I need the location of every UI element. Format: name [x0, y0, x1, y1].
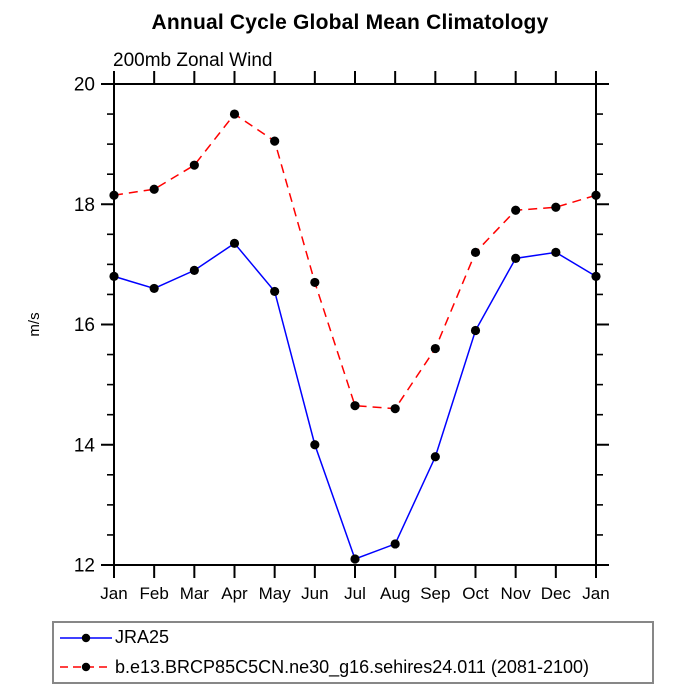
y-tick-label: 18 [74, 195, 95, 216]
data-point-marker [430, 452, 440, 462]
data-point-marker [470, 325, 481, 336]
data-point-marker [390, 539, 400, 549]
x-tick-label: Jul [344, 584, 366, 603]
data-point-marker [390, 404, 400, 414]
data-point-marker [149, 184, 159, 194]
legend-label-jra25: JRA25 [115, 627, 170, 648]
y-tick-label: 14 [74, 435, 96, 456]
data-point-marker [470, 247, 481, 257]
x-tick-label: Jan [582, 584, 609, 603]
x-tick-label: Aug [380, 584, 410, 603]
x-tick-label: Nov [501, 584, 532, 603]
x-tick-label: Dec [541, 584, 572, 603]
x-tick-label: Mar [180, 584, 210, 603]
x-tick-label: Feb [140, 584, 169, 603]
plot-area: Jan Feb Mar Apr May Jun Jul Aug Sep Oct Nov Dec Jan 1… [26, 71, 610, 603]
legend-line-sample-solid [60, 633, 112, 642]
legend-label-model: b.e13.BRCP85C5CN.ne30_g16.sehires24.011 … [115, 656, 589, 677]
y-tick-label: 16 [74, 315, 95, 336]
y-tick-label: 12 [74, 556, 95, 577]
series-line-1 [113, 113, 597, 410]
data-point-marker [109, 190, 119, 200]
data-point-marker [430, 343, 440, 354]
legend-line-sample-dashed [60, 663, 112, 672]
x-tick-label: Apr [221, 584, 248, 603]
chart-title: Annual Cycle Global Mean Climatology [151, 11, 549, 34]
data-point-marker [350, 401, 360, 411]
y-axis-label: m/s [26, 312, 43, 336]
data-point-marker [270, 286, 280, 297]
legend-item-jra25: JRA25 [59, 623, 652, 653]
data-point-marker [149, 283, 159, 294]
data-point-marker [591, 271, 601, 281]
data-point-marker [229, 238, 240, 248]
x-tick-label: May [259, 584, 292, 603]
x-tick-label: Oct [462, 584, 489, 603]
data-point-marker [350, 554, 360, 564]
chart-subtitle: 200mb Zonal Wind [113, 50, 273, 71]
data-point-marker [270, 136, 280, 146]
data-point-marker [189, 160, 199, 170]
data-point-marker [109, 271, 119, 281]
legend: JRA25 b.e13.BRCP85C5CN.ne30_g16.sehires2… [52, 621, 654, 684]
data-point-marker [310, 440, 320, 450]
data-point-marker [551, 202, 561, 212]
data-point-marker [189, 265, 199, 275]
x-tick-label: Jun [301, 584, 328, 603]
data-point-marker [229, 109, 240, 119]
legend-item-model: b.e13.BRCP85C5CN.ne30_g16.sehires24.011 … [59, 653, 652, 683]
data-point-marker [310, 277, 320, 288]
data-point-marker [591, 190, 601, 200]
data-point-marker [511, 205, 521, 215]
data-point-marker [551, 247, 561, 257]
data-point-marker [511, 253, 521, 263]
y-tick-label: 20 [74, 75, 95, 96]
x-tick-label: Jan [100, 584, 127, 603]
x-tick-label: Sep [420, 584, 450, 603]
